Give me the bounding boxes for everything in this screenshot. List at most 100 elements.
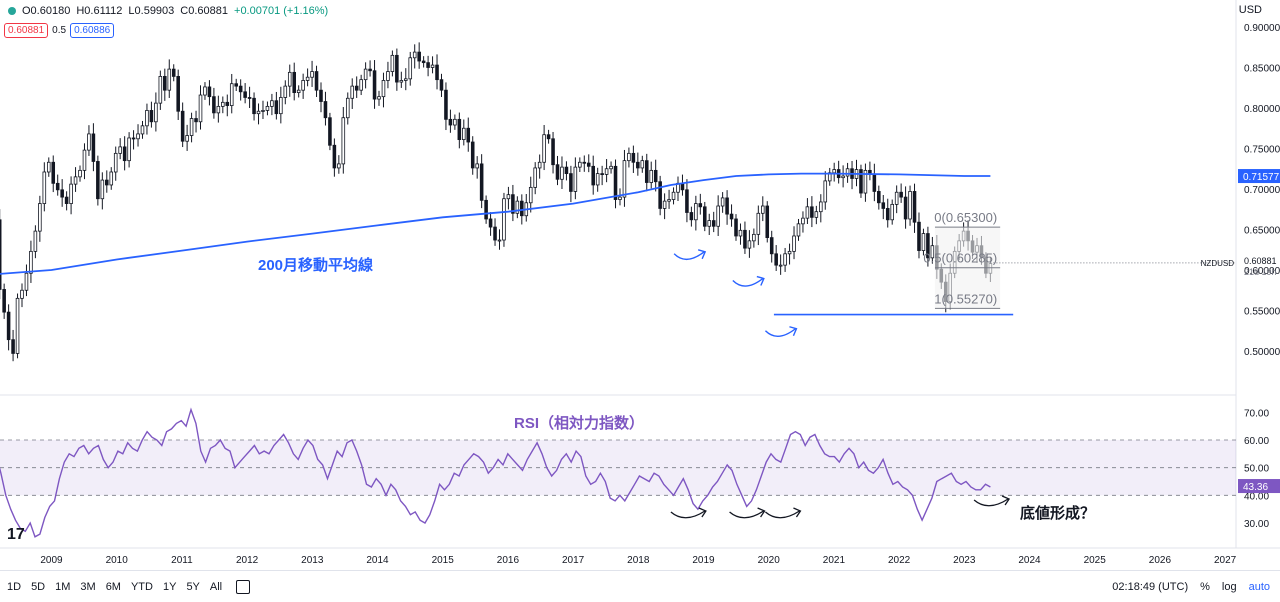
log-toggle[interactable]: log [1221,580,1237,593]
range-buttons: 1D 5D 1M 3M 6M YTD 1Y 5Y All [7,581,222,593]
currency-selector[interactable]: USD [1238,4,1262,16]
candle-body [20,289,24,299]
candle-body [801,217,805,225]
time-tick-label: 2027 [1214,555,1237,566]
candle-body [586,162,591,167]
candle-body [810,206,814,218]
candle-body [921,233,926,251]
candle-body [707,220,712,227]
rsi-value-tag [1238,479,1280,494]
bottom-toolbar: 1D 5D 1M 3M 6M YTD 1Y 5Y All 02:18:49 (UTC) % lo… [0,570,1280,602]
candle-body [845,168,850,177]
range-button-3m[interactable]: 3M [80,580,96,593]
price-tick-label: 0.80000 [1244,104,1280,115]
candle-body [113,152,118,173]
range-button-5y[interactable]: 5Y [186,580,200,593]
candle-body [640,160,645,169]
candle-body [805,206,810,219]
candle-body [337,163,341,169]
candle-body [256,110,261,115]
candle-body [310,71,314,78]
rsi-tick-label: 30.00 [1244,519,1269,530]
rsi-tick-label: 60.00 [1244,436,1269,447]
price-tick-label: 0.75000 [1244,145,1280,156]
candle-body [560,166,564,180]
ohlc-high: H0.61112 [76,5,123,17]
candle-body [176,76,180,112]
candle-body [644,160,649,183]
price-tick-label: 0.85000 [1244,64,1280,75]
chart-canvas[interactable]: 0.90000 0.85000 0.80000 0.75000 0.70000 0.650… [0,0,1280,570]
candle-body [533,167,537,188]
candle-body [145,110,149,127]
time-tick-label: 2014 [366,555,389,566]
range-button-1y[interactable]: 1Y [162,580,177,593]
buy-price-box[interactable]: 0.60886 [70,23,115,38]
candle-body [46,161,51,173]
candle-body [328,117,332,146]
rsi-line [0,407,991,538]
price-tick-label: 0.65000 [1244,226,1280,237]
rsi-tick-label: 40.00 [1244,491,1269,502]
range-button-all[interactable]: All [209,580,223,593]
candle-body [636,161,640,169]
candle-body [283,85,288,98]
candle-body [118,146,122,154]
candle-body [69,183,73,204]
candle-body [551,138,555,166]
candle-body [903,196,908,220]
time-tick-label: 2018 [627,555,650,566]
candle-body [426,62,430,68]
percent-toggle[interactable]: % [1200,580,1210,593]
price-tick-label: 0.60000 [1244,266,1280,277]
candle-body [194,118,198,123]
countdown-label: 21d 19h [1244,267,1277,277]
candle-body [694,203,698,221]
calendar-icon[interactable] [236,579,251,594]
candle-body [537,161,542,169]
time-tick-label: 2017 [562,555,585,566]
candle-body [569,173,573,192]
candle-body [100,179,105,200]
candle-body [131,137,136,140]
candle-body [667,199,671,202]
tradingview-logo-icon: 17 [7,526,25,543]
candle-body [287,71,292,87]
candle-body [774,253,778,266]
candle-body [430,64,435,68]
candle-body [752,233,756,242]
candle-body [814,211,819,218]
candle-body [96,161,100,200]
candle-body [582,161,587,164]
rsi-bounce-arrow-icon [729,510,764,519]
candle-body [163,76,167,91]
time-tick-label: 2015 [432,555,455,566]
candle-body [729,213,734,220]
range-button-1d[interactable]: 1D [7,580,22,593]
sell-price-box[interactable]: 0.60881 [4,23,49,38]
candle-body [711,220,716,227]
candle-body [890,203,894,221]
range-button-1m[interactable]: 1M [55,580,71,593]
candle-body [265,105,270,111]
candle-body [252,97,256,115]
candle-body [819,201,823,213]
auto-toggle[interactable]: auto [1248,580,1270,593]
time-tick-label: 2023 [953,555,976,566]
candle-body [296,89,301,94]
candle-body [399,80,404,83]
range-button-ytd[interactable]: YTD [130,580,153,593]
candle-body [689,212,694,221]
candle-body [359,79,363,91]
candle-body [6,311,11,341]
candle-body [109,171,114,186]
arrow-head-icon [1001,495,1011,506]
candle-body [292,71,297,94]
candle-body [716,205,720,227]
candle-body [591,165,595,186]
range-button-6m[interactable]: 6M [105,580,121,593]
range-button-5d[interactable]: 5D [31,580,46,593]
candle-body [756,212,761,235]
candle-body [796,223,801,237]
candle-body [698,203,703,208]
